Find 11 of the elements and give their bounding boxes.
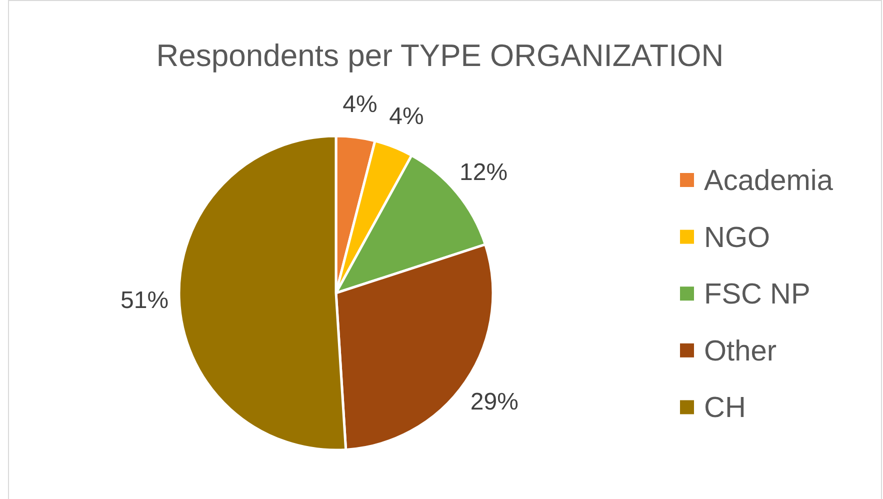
legend-label: Other: [704, 335, 777, 368]
legend-label: CH: [704, 392, 746, 424]
data-label: 29%: [470, 388, 518, 416]
data-label: 51%: [120, 287, 169, 314]
data-label: 4%: [342, 90, 378, 118]
legend-label: FSC NP: [704, 278, 810, 311]
legend-label: NGO: [704, 222, 770, 254]
data-label: 12%: [460, 158, 508, 186]
chart-title: Respondents per TYPE ORGANIZATION: [156, 38, 724, 73]
data-label: 4%: [389, 102, 424, 130]
legend-label: Academia: [704, 165, 834, 197]
